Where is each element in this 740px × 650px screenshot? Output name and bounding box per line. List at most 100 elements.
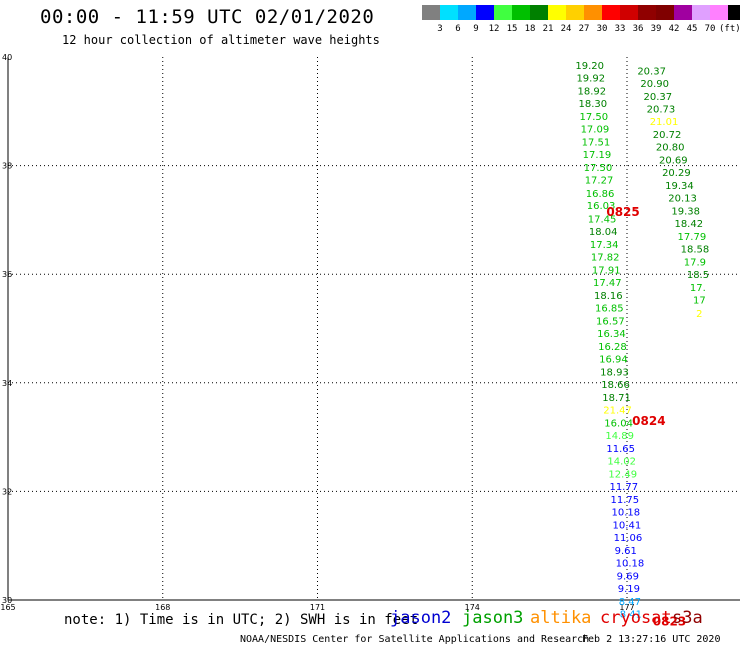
legend-jason2: jason2 (390, 608, 452, 628)
scale-swatch (692, 5, 710, 20)
scale-swatch (494, 5, 512, 20)
lat-label: 30 (2, 596, 12, 605)
scale-label: 42 (668, 24, 680, 34)
swh-value: 20.69 (659, 156, 688, 167)
scale-label: 27 (578, 24, 590, 34)
swh-value: 17.09 (581, 125, 610, 136)
swh-value: 20.80 (656, 143, 685, 154)
scale-swatch (710, 5, 728, 20)
swh-value: 18.66 (601, 380, 630, 391)
swh-value: 18.92 (577, 87, 606, 98)
swh-value: 14.89 (605, 431, 634, 442)
swh-value: 16.57 (596, 316, 625, 327)
scale-swatch (512, 5, 530, 20)
lat-label: 36 (2, 270, 12, 279)
scale-swatch (530, 5, 548, 20)
legend-jason3: jason3 (462, 608, 524, 628)
swh-value: 10.41 (613, 521, 642, 532)
swh-value: 10.18 (616, 559, 645, 570)
swh-value: 9.61 (615, 546, 637, 557)
swh-value: 17.50 (580, 112, 609, 123)
swh-value: 14.02 (607, 456, 636, 467)
swh-value: 19.38 (671, 207, 700, 218)
scale-swatch (620, 5, 638, 20)
scale-swatch (566, 5, 584, 20)
swh-value: 18.30 (579, 99, 608, 110)
swh-value: 17.19 (583, 150, 612, 161)
swh-value: 18.5 (687, 270, 709, 281)
scale-label: 3 (437, 24, 443, 34)
legend-altika: altika (530, 608, 592, 628)
scale-swatch (674, 5, 692, 20)
swh-value: 18.58 (681, 245, 710, 256)
pass-time-label: 0824 (632, 414, 665, 428)
page-title: 00:00 - 11:59 UTC 02/01/2020 (40, 6, 375, 28)
swh-value: 8.41 (620, 610, 642, 621)
scale-label: 33 (614, 24, 626, 34)
swh-value: 16.94 (599, 354, 628, 365)
footer-source: NOAA/NESDIS Center for Satellite Applica… (240, 634, 590, 645)
swh-value: 19.92 (576, 74, 605, 85)
scale-label: 15 (506, 24, 518, 34)
scale-label: 39 (650, 24, 662, 34)
lon-label: 168 (155, 603, 170, 612)
swh-value: 17.47 (593, 278, 622, 289)
swh-value: 11.06 (614, 533, 643, 544)
swh-value: 19.20 (575, 61, 604, 72)
scale-label: 12 (488, 24, 500, 34)
swh-value: 20.13 (668, 194, 697, 205)
swh-value: 17.34 (590, 240, 619, 251)
swh-value: 20.72 (653, 130, 682, 141)
lat-label: 40 (2, 53, 12, 62)
scale-label: 18 (524, 24, 536, 34)
swh-value: 18.04 (589, 227, 618, 238)
scale-swatch (458, 5, 476, 20)
lon-label: 174 (465, 603, 480, 612)
scale-swatch (638, 5, 656, 20)
swh-value: 18.93 (600, 367, 629, 378)
lon-label: 171 (310, 603, 325, 612)
swh-value: 21.01 (650, 117, 679, 128)
swh-value: 21.47 (603, 405, 632, 416)
scale-label: 9 (473, 24, 479, 34)
swh-value: 11.65 (606, 444, 635, 455)
swh-value: 16.28 (598, 342, 627, 353)
swh-value: 12.49 (608, 469, 637, 480)
scale-label: 70 (704, 24, 716, 34)
swh-value: 16.86 (586, 189, 615, 200)
pass-time-label: 0823 (653, 615, 686, 629)
swh-value: 17 (693, 296, 706, 307)
pass-time-label: 0825 (606, 205, 639, 219)
legend-cryosat: cryosat (600, 608, 672, 628)
swh-value: 16.04 (604, 418, 633, 429)
scale-label: 21 (542, 24, 554, 34)
lat-label: 32 (2, 487, 12, 496)
footer-timestamp: Feb 2 13:27:16 UTC 2020 (582, 634, 721, 645)
swh-value: 17.27 (585, 176, 614, 187)
swh-value: 17.51 (582, 138, 611, 149)
swh-value: 18.16 (594, 291, 623, 302)
scale-label: 45 (686, 24, 698, 34)
swh-value: 2 (696, 309, 702, 320)
scale-swatch (728, 5, 740, 20)
lon-label: 177 (619, 603, 634, 612)
swh-value: 20.37 (637, 67, 666, 78)
scale-swatch (422, 5, 440, 20)
swh-value: 18.71 (602, 393, 631, 404)
lat-label: 38 (2, 162, 12, 171)
swh-value: 20.29 (662, 168, 691, 179)
scale-label: 30 (596, 24, 608, 34)
scale-swatch (548, 5, 566, 20)
swh-value: 17.9 (684, 258, 706, 269)
scale-label: (ft) (719, 24, 740, 34)
swh-value: 16.34 (597, 329, 626, 340)
page-subtitle: 12 hour collection of altimeter wave hei… (62, 33, 380, 47)
legend-s3a: s3a (672, 608, 703, 628)
swh-value: 17.50 (584, 163, 613, 174)
scale-swatch (656, 5, 674, 20)
lon-label: 165 (0, 603, 15, 612)
swh-value: 17.82 (591, 252, 620, 263)
scale-swatch (602, 5, 620, 20)
scale-label: 36 (632, 24, 644, 34)
